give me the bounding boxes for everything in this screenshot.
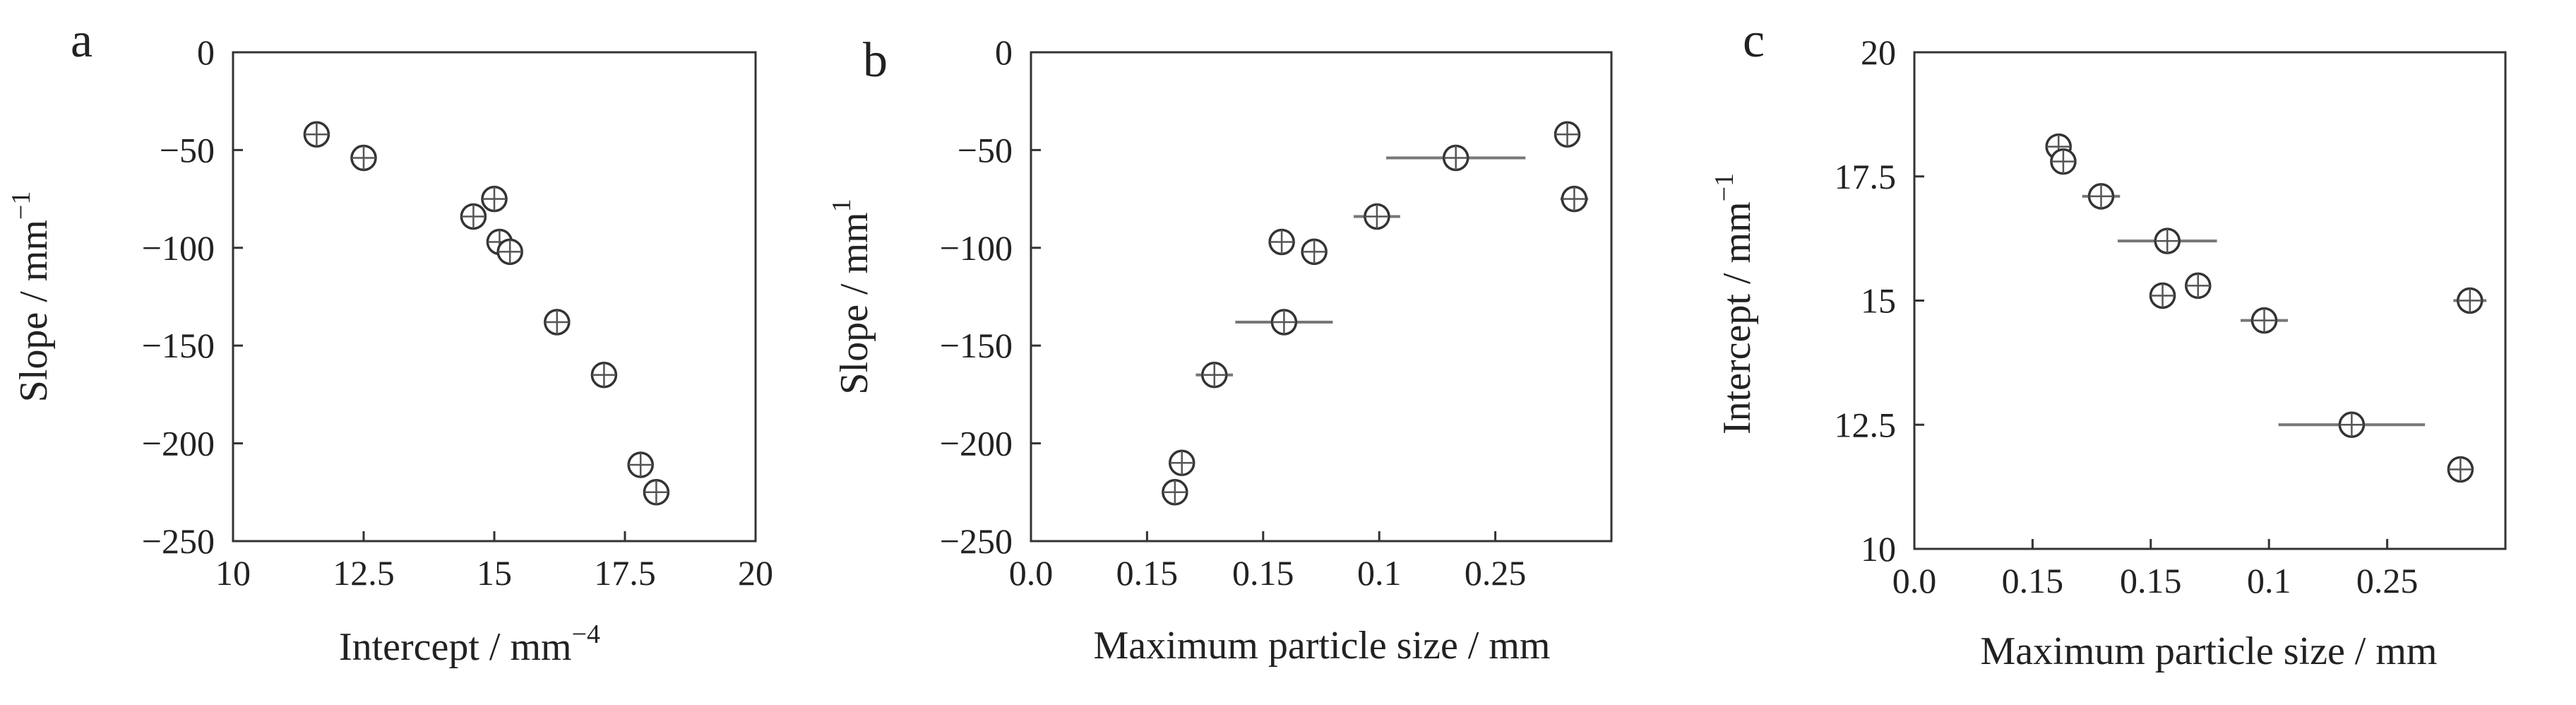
y-axis-label: Slope / mm−1 <box>6 191 56 403</box>
y-tick-label: −250 <box>142 521 215 561</box>
x-axis-label-text: Maximum particle size / mm <box>1981 629 2438 673</box>
data-point <box>2149 282 2176 309</box>
data-point <box>2082 183 2121 210</box>
y-tick-label: −150 <box>142 326 215 365</box>
x-axis-label-text: Intercept / mm <box>339 625 572 669</box>
x-axis-label: Maximum particle size / mm <box>1094 624 1551 668</box>
data-point <box>460 203 487 230</box>
y-tick-label: −50 <box>160 130 215 170</box>
x-tick-label: 10 <box>215 553 251 593</box>
data-point <box>496 238 523 266</box>
panel-c <box>1913 51 2507 550</box>
x-tick-label: 20 <box>738 553 773 593</box>
x-axis-label: Intercept / mm−4 <box>339 620 600 669</box>
y-tick-label: −50 <box>958 130 1013 170</box>
panel-b <box>1030 51 1613 543</box>
x-tick-label: 0.15 <box>1232 553 1294 593</box>
x-tick-label: 0.0 <box>1892 561 1937 600</box>
data-point <box>1195 361 1234 389</box>
y-tick-label: −200 <box>142 424 215 463</box>
data-point <box>627 451 654 478</box>
data-point <box>643 479 670 506</box>
panel-letter: c <box>1743 13 1765 68</box>
data-point <box>1560 185 1589 213</box>
y-tick-label: 12.5 <box>1835 405 1897 444</box>
y-tick-label: 17.5 <box>1835 157 1897 196</box>
plot-frame <box>1030 51 1613 543</box>
data-point <box>2278 411 2426 438</box>
data-point <box>2050 148 2077 175</box>
data-point <box>2117 227 2217 254</box>
data-point <box>2241 307 2288 334</box>
y-tick-label: −200 <box>940 424 1013 463</box>
y-axis-label-text: Slope / mm <box>833 212 876 394</box>
panel-letter: a <box>71 13 93 68</box>
panel-letter: b <box>863 33 888 88</box>
data-point <box>1386 144 1526 172</box>
plot-frame <box>1913 51 2507 550</box>
y-axis-label-text: Slope / mm <box>12 220 56 402</box>
x-tick-label: 17.5 <box>594 553 656 593</box>
y-axis-label-text: Intercept / mm <box>1715 201 1759 434</box>
x-tick-label: 0.25 <box>1465 553 1527 593</box>
y-tick-label: −100 <box>940 228 1013 268</box>
data-point <box>590 361 618 389</box>
x-tick-label: 0.15 <box>1116 553 1179 593</box>
x-axis-label-text: Maximum particle size / mm <box>1094 624 1551 668</box>
x-tick-label: 0.25 <box>2356 561 2419 600</box>
x-axis-label: Maximum particle size / mm <box>1981 629 2438 673</box>
y-axis-unit-exponent: 1 <box>827 199 857 212</box>
data-point <box>2453 287 2487 314</box>
data-point <box>1268 228 1295 256</box>
x-tick-label: 0.0 <box>1009 553 1054 593</box>
x-tick-label: 12.5 <box>333 553 395 593</box>
y-tick-label: −100 <box>142 228 215 268</box>
data-point <box>350 144 377 172</box>
x-tick-label: 15 <box>477 553 512 593</box>
data-point <box>544 309 571 336</box>
x-tick-label: 0.1 <box>1357 553 1402 593</box>
data-point <box>481 185 508 213</box>
data-point <box>1354 203 1400 230</box>
data-point <box>1554 121 1581 148</box>
data-point <box>303 121 330 148</box>
y-tick-label: 15 <box>1861 281 1896 321</box>
panel-a <box>232 51 757 543</box>
y-axis-label: Intercept / mm−1 <box>1710 173 1759 434</box>
x-tick-label: 0.15 <box>2120 561 2182 600</box>
y-axis-unit-exponent: −1 <box>6 191 36 220</box>
data-point <box>2185 272 2212 300</box>
y-tick-label: 20 <box>1861 32 1896 72</box>
data-point <box>1162 479 1188 506</box>
y-axis-unit-exponent: −1 <box>1710 173 1739 201</box>
data-point <box>1301 238 1328 266</box>
data-point <box>1235 309 1333 336</box>
data-point <box>1168 449 1195 477</box>
y-tick-label: −150 <box>940 326 1013 365</box>
x-axis-unit-exponent: −4 <box>572 620 600 649</box>
x-tick-label: 0.15 <box>2002 561 2064 600</box>
y-tick-label: 0 <box>197 32 215 72</box>
y-axis-label: Slope / mm1 <box>827 199 876 394</box>
data-point <box>2447 456 2474 483</box>
y-tick-label: −250 <box>940 521 1013 561</box>
y-tick-label: 10 <box>1861 529 1896 569</box>
x-tick-label: 0.1 <box>2247 561 2291 600</box>
y-tick-label: 0 <box>995 32 1013 72</box>
